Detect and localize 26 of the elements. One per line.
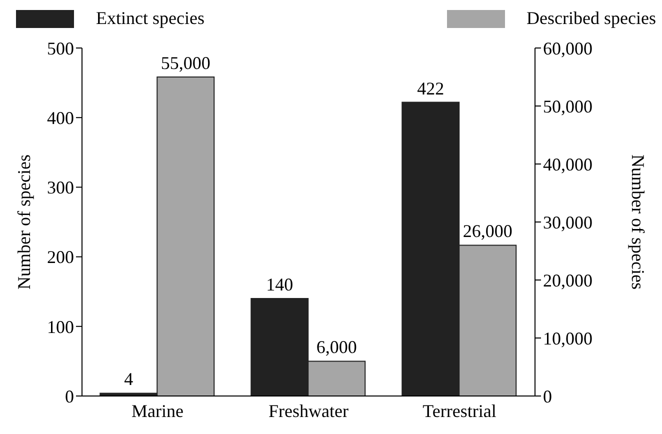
y2-tick-label: 50,000 [543,96,592,116]
data-label: 6,000 [316,337,357,358]
y-tick-label: 300 [47,178,74,198]
y2-tick-label: 0 [543,386,552,406]
y-axis-title: Number of species [14,154,34,290]
y-tick-label: 500 [47,38,74,58]
x-tick-label: Terrestrial [422,400,496,421]
data-label: 422 [417,78,444,98]
data-label: 55,000 [160,53,210,73]
y-tick-label: 200 [47,247,74,268]
y2-tick-label: 30,000 [543,212,592,232]
y2-tick-label: 20,000 [543,270,592,290]
y2-tick-label: 60,000 [543,38,592,58]
x-tick-label: Marine [132,400,184,421]
data-label: 26,000 [462,221,512,242]
legend-label: Extinct species [96,8,204,29]
y-tick-label: 400 [47,108,74,128]
y2-tick-label: 40,000 [543,154,592,174]
data-label: 4 [124,369,134,390]
y2-tick-label: 10,000 [543,328,592,348]
x-tick-label: Freshwater [268,400,348,421]
y-tick-label: 0 [65,386,74,406]
data-label: 140 [266,274,294,295]
y-tick-label: 100 [47,316,74,337]
legend-label: Described species [526,8,656,29]
y2-axis-title: Number of species [628,154,648,290]
